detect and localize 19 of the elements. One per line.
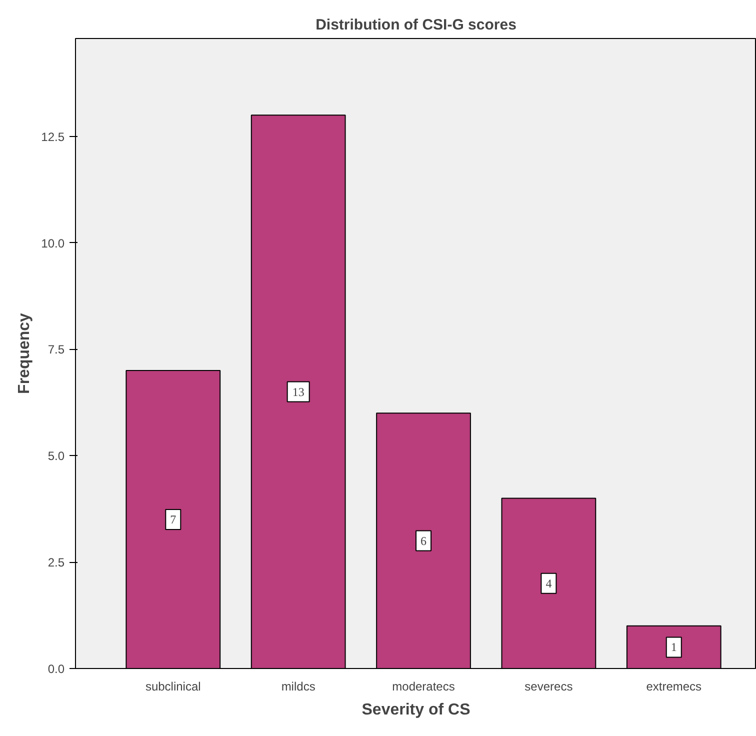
x-tick-label: subclinical <box>145 680 201 694</box>
y-tick-label: 5.0 <box>48 449 65 464</box>
y-axis-title: Frequency <box>16 312 34 394</box>
y-tick-label: 12.5 <box>41 130 65 144</box>
y-tick-label: 0.0 <box>48 662 65 676</box>
data-label: 6 <box>420 534 427 548</box>
x-tick-label: moderatecs <box>392 680 455 694</box>
x-tick-label: severecs <box>524 680 573 694</box>
chart-title: Distribution of CSI-G scores <box>316 16 516 34</box>
x-tick-label: mildcs <box>281 680 316 694</box>
y-tick-label: 2.5 <box>48 556 65 570</box>
data-label: 13 <box>292 384 304 399</box>
y-tick-label: 7.5 <box>48 342 65 357</box>
y-tick-label: 10.0 <box>41 236 65 250</box>
x-tick-label: extremecs <box>646 680 702 694</box>
x-axis-title: Severity of CS <box>362 702 471 718</box>
data-label: 7 <box>170 512 176 527</box>
data-label: 1 <box>670 640 677 654</box>
data-label: 4 <box>546 576 552 590</box>
